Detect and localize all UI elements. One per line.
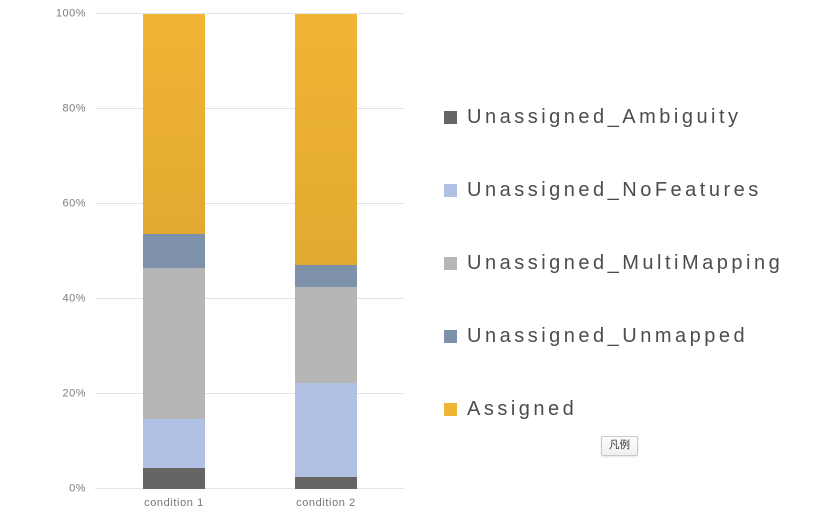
bar-condition-2 bbox=[295, 14, 357, 489]
legend-label-Unassigned_NoFeatures: Unassigned_NoFeatures bbox=[467, 179, 762, 201]
segment-Unassigned_NoFeatures-condition-1[interactable] bbox=[143, 419, 205, 468]
segment-Unassigned_Unmapped-condition-2[interactable] bbox=[295, 264, 357, 288]
y-tick-label-0: 0% bbox=[69, 482, 86, 495]
gridline-60 bbox=[95, 203, 404, 204]
segment-Unassigned_Ambiguity-condition-1[interactable] bbox=[143, 467, 205, 489]
gridline-0 bbox=[95, 488, 404, 489]
segment-Unassigned_Unmapped-condition-1[interactable] bbox=[143, 233, 205, 268]
segment-Unassigned_Ambiguity-condition-2[interactable] bbox=[295, 477, 357, 489]
segment-Assigned-condition-2[interactable] bbox=[295, 14, 357, 265]
legend-label-Unassigned_Unmapped: Unassigned_Unmapped bbox=[467, 325, 749, 347]
gridline-40 bbox=[95, 298, 404, 299]
y-tick-label-60: 60% bbox=[62, 197, 86, 210]
legend-item-Unassigned_MultiMapping[interactable]: Unassigned_MultiMapping bbox=[444, 249, 783, 277]
legend-toggle-button[interactable]: 凡例 bbox=[601, 436, 638, 456]
legend-item-Unassigned_NoFeatures[interactable]: Unassigned_NoFeatures bbox=[444, 176, 762, 204]
y-tick-label-100: 100% bbox=[55, 7, 86, 20]
segment-Unassigned_NoFeatures-condition-2[interactable] bbox=[295, 383, 357, 478]
legend-item-Unassigned_Ambiguity[interactable]: Unassigned_Ambiguity bbox=[444, 103, 742, 131]
x-tick-label-condition-2: condition 2 bbox=[296, 497, 356, 509]
legend-label-Unassigned_MultiMapping: Unassigned_MultiMapping bbox=[467, 252, 784, 274]
legend-swatch-Assigned bbox=[444, 402, 457, 416]
legend-item-Unassigned_Unmapped[interactable]: Unassigned_Unmapped bbox=[444, 322, 748, 350]
bar-condition-1 bbox=[143, 14, 205, 489]
gridline-80 bbox=[95, 108, 404, 109]
legend-label-Unassigned_Ambiguity: Unassigned_Ambiguity bbox=[467, 106, 742, 128]
legend-swatch-Unassigned_NoFeatures bbox=[444, 183, 457, 197]
segment-Unassigned_MultiMapping-condition-2[interactable] bbox=[295, 287, 357, 384]
legend-label-Assigned: Assigned bbox=[467, 398, 578, 420]
gridline-20 bbox=[95, 393, 404, 394]
segment-Unassigned_MultiMapping-condition-1[interactable] bbox=[143, 267, 205, 420]
plot-area: condition 1 condition 2 bbox=[95, 13, 404, 509]
x-tick-label-condition-1: condition 1 bbox=[144, 497, 204, 509]
y-tick-label-80: 80% bbox=[62, 102, 86, 115]
chart-legend: Unassigned_Ambiguity Unassigned_NoFeature… bbox=[444, 0, 804, 523]
legend-swatch-Unassigned_Unmapped bbox=[444, 329, 457, 343]
gridline-100 bbox=[95, 13, 404, 14]
y-tick-label-20: 20% bbox=[62, 387, 86, 400]
legend-swatch-Unassigned_Ambiguity bbox=[444, 110, 457, 124]
segment-Assigned-condition-1[interactable] bbox=[143, 14, 205, 234]
y-tick-label-40: 40% bbox=[62, 292, 86, 305]
legend-item-Assigned[interactable]: Assigned bbox=[444, 395, 577, 423]
legend-swatch-Unassigned_MultiMapping bbox=[444, 256, 457, 270]
